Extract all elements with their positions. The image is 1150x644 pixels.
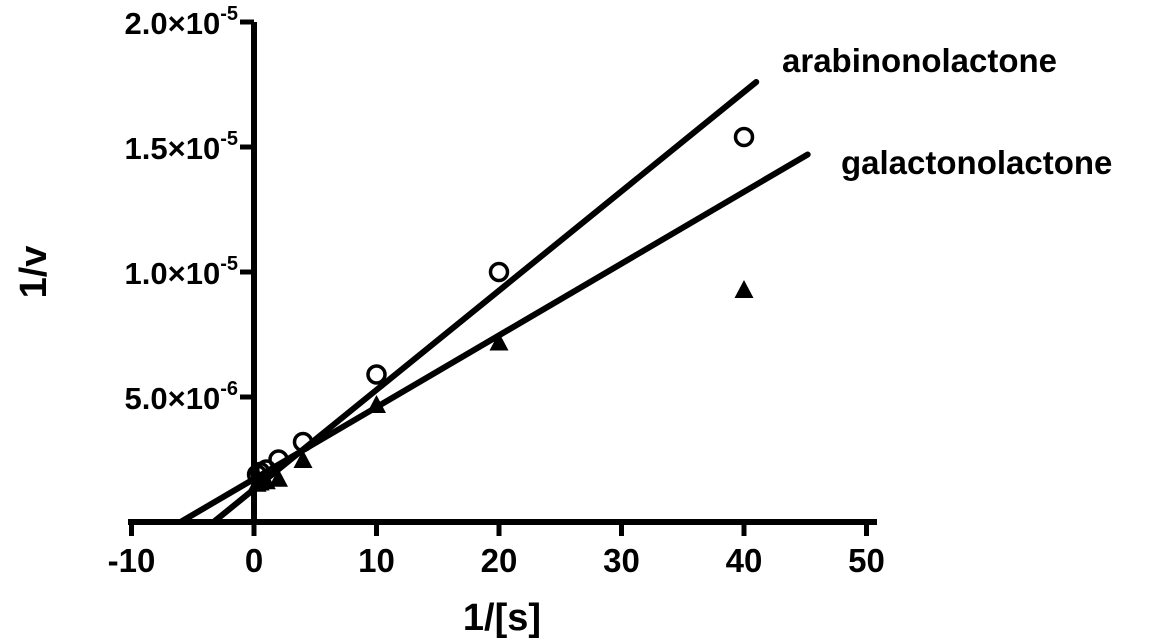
x-tick-label: 50 [848, 542, 885, 579]
y-tick-label: 5.0×10-6 [125, 378, 238, 416]
y-tick-exponent: -5 [220, 253, 238, 275]
y-tick-label: 1.5×10-5 [125, 128, 238, 166]
arabinonolactone-point [268, 449, 289, 470]
galactonolactone-label: galactonolactone [841, 144, 1112, 181]
y-tick-label: 2.0×10-5 [125, 3, 238, 41]
y-tick-exponent: -5 [220, 128, 238, 150]
galactonolactone-point [269, 468, 288, 487]
arabinonolactone-point [366, 364, 387, 385]
x-tick-label: -10 [108, 542, 156, 579]
y-tick-mantissa: 1.5×10 [125, 131, 221, 166]
y-ticks: 5.0×10-61.0×10-51.5×10-52.0×10-5 [125, 3, 254, 416]
y-tick-exponent: -6 [220, 378, 238, 400]
fit-lines [177, 79, 811, 525]
y-axis-title: 1/v [13, 246, 55, 299]
arabinonolactone-point [733, 126, 755, 148]
data-markers [246, 126, 755, 492]
galactonolactone-point [489, 332, 509, 351]
series-labels: arabinonolactone galactonolactone [782, 42, 1112, 181]
galactonolactone-fit-line [177, 151, 811, 525]
arabinonolactone-label: arabinonolactone [782, 42, 1057, 79]
x-axis-title: 1/[s] [463, 597, 541, 639]
x-ticks: -10 0 10 20 30 40 50 [108, 522, 885, 579]
galactonolactone-point [734, 280, 754, 298]
y-tick-label: 1.0×10-5 [125, 253, 238, 291]
arabinonolactone-point [488, 261, 510, 283]
x-tick-label: 0 [245, 542, 263, 579]
y-tick-mantissa: 2.0×10 [125, 6, 221, 41]
galactonolactone-point [367, 395, 386, 413]
galactonolactone-point [293, 450, 313, 468]
y-tick-exponent: -5 [220, 3, 238, 25]
x-tick-label: 20 [481, 542, 518, 579]
x-tick-label: 30 [603, 542, 640, 579]
y-tick-mantissa: 1.0×10 [125, 256, 221, 291]
y-tick-mantissa: 5.0×10 [125, 381, 221, 416]
x-tick-label: 40 [726, 542, 763, 579]
x-tick-label: 10 [358, 542, 395, 579]
